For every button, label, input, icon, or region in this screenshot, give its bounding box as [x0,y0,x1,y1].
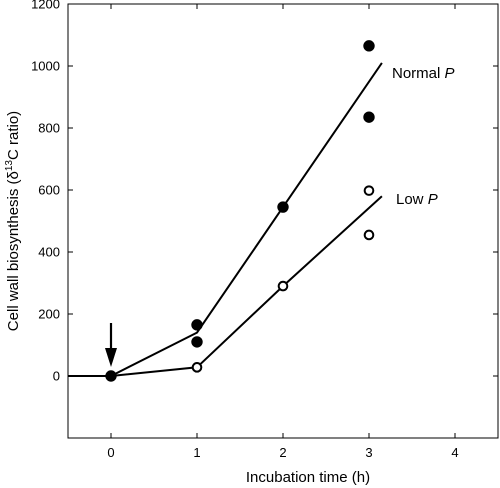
annotations [105,323,117,367]
y-tick-label: 400 [38,245,60,260]
arrow-head-icon [105,348,117,367]
y-tick-label: 0 [53,369,60,384]
point-normal-p [191,319,203,331]
x-tick-label: 0 [107,445,114,460]
point-low-p [277,280,289,292]
fit-line-low-p [110,195,383,377]
data-points [105,40,375,382]
point-low-p [363,229,375,241]
y-tick-label: 200 [38,307,60,322]
point-low-p [191,362,203,373]
x-axis: 0 1 2 3 4 [107,4,459,460]
series-label-low-p: Low P [396,191,438,208]
point-normal-p [191,336,203,348]
fit-line-normal-p [68,62,383,377]
x-tick-label: 2 [279,445,286,460]
y-tick-label: 1000 [31,59,60,74]
x-tick-label: 3 [365,445,372,460]
y-tick-label: 800 [38,121,60,136]
y-tick-label: 600 [38,183,60,198]
point-normal-p [363,40,375,52]
fit-lines [68,62,383,377]
point-normal-p [363,111,375,123]
series-label-normal-p: Normal P [392,65,455,82]
y-axis-label: Cell wall biosynthesis (δ13C ratio) [4,111,22,331]
x-axis-label: Incubation time (h) [246,469,370,486]
point-normal-p [105,370,117,382]
y-axis: 0 200 400 600 800 1000 1200 [31,0,498,384]
point-low-p [363,185,375,196]
point-normal-p [277,201,289,213]
x-tick-label: 1 [193,445,200,460]
x-tick-label: 4 [451,445,458,460]
y-tick-label: 1200 [31,0,60,12]
